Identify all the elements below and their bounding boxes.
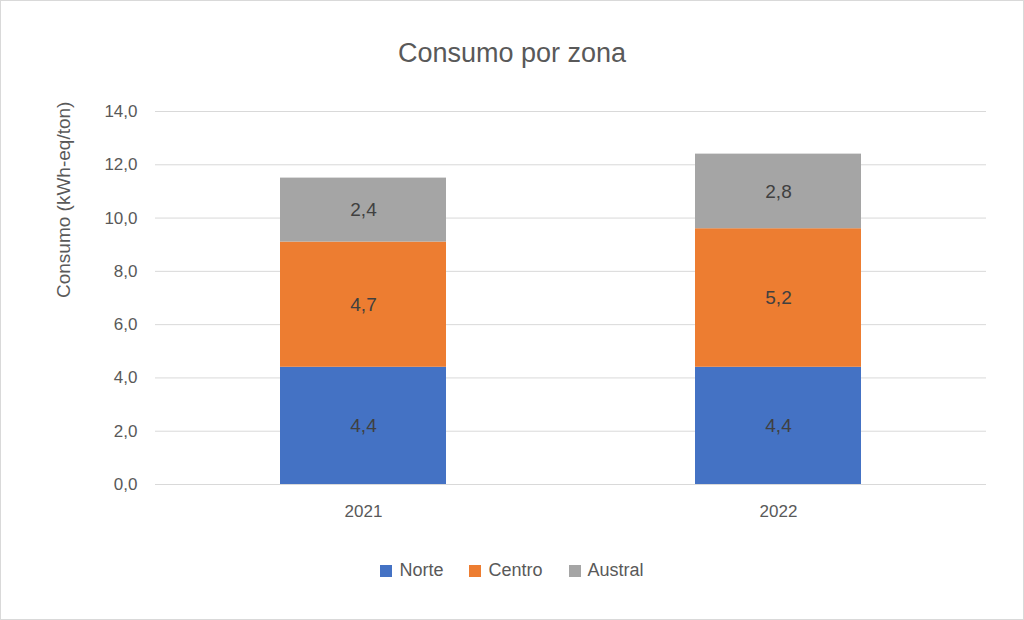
html-text:Consumo por zona: Consumo por zona	[397, 38, 627, 68]
svg-text:14,0: 14,0	[104, 102, 137, 121]
svg-text:4,7: 4,7	[350, 294, 376, 315]
svg-text:4,0: 4,0	[114, 368, 138, 387]
svg-text:8,0: 8,0	[114, 262, 138, 281]
svg-text:2,4: 2,4	[350, 199, 377, 220]
svg-text:6,0: 6,0	[114, 315, 138, 334]
html-text:Austral: Austral	[587, 560, 644, 580]
html-text:Norte: Norte	[399, 560, 444, 580]
svg-text:0,0: 0,0	[114, 475, 138, 494]
svg-text:10,0: 10,0	[104, 209, 137, 228]
svg-text:Consumo (kWh-eq/ton): Consumo (kWh-eq/ton)	[53, 102, 74, 298]
svg-text:4,4: 4,4	[350, 415, 377, 436]
html-text:Centro: Centro	[488, 560, 543, 580]
svg-text:2,8: 2,8	[765, 181, 791, 202]
svg-text:4,4: 4,4	[765, 415, 792, 436]
svg-text:12,0: 12,0	[104, 155, 137, 174]
svg-text:5,2: 5,2	[765, 287, 791, 308]
svg-text:2022: 2022	[760, 502, 798, 521]
svg-text:2021: 2021	[345, 502, 383, 521]
svg-text:2,0: 2,0	[114, 422, 138, 441]
